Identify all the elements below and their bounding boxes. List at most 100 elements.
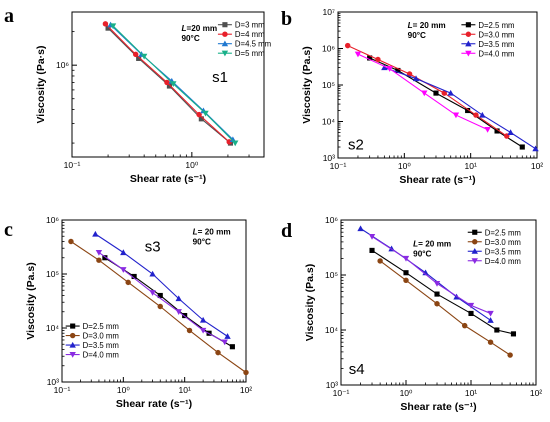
y-tick-label: 10⁵ (322, 80, 335, 90)
series-line (371, 249, 514, 335)
y-axis-title: Viscosity (Pa.s) (301, 46, 313, 123)
annotation-text: 90°C (408, 31, 426, 40)
sample-label: s1 (212, 69, 228, 86)
data-point (381, 64, 388, 71)
annotation-text: L= 20 mm (413, 239, 451, 248)
annotation-text: 90°C (193, 238, 211, 247)
data-point (354, 51, 362, 58)
panel-letter: c (4, 219, 13, 241)
legend-marker (472, 229, 478, 235)
data-point (375, 56, 381, 63)
legend-label: D=3.0 mm (485, 238, 521, 247)
panel-c: c 10⁻¹ 10⁰ 10¹ 10² 10³ 10⁴ 10⁵ 10⁶ Shear rate (s⁻… (4, 215, 252, 410)
data-point (441, 90, 447, 96)
data-point (433, 90, 439, 96)
legend-marker (69, 332, 76, 339)
data-point (433, 280, 441, 287)
data-point (166, 83, 172, 89)
series-line (98, 252, 225, 343)
y-tick-label: 10⁴ (325, 325, 338, 335)
data-point (182, 312, 188, 319)
series (68, 238, 249, 376)
data-point (434, 291, 440, 297)
x-axis-title: Shear rate (s⁻¹) (400, 401, 476, 413)
data-point (120, 267, 127, 273)
y-tick-label: 10⁶ (325, 215, 338, 225)
data-point (468, 310, 474, 317)
data-point (507, 129, 514, 136)
annotation-text: L= 20 mm (193, 228, 231, 237)
data-point (473, 112, 479, 118)
y-axis-title: Viscosity (Pa.s) (304, 264, 316, 341)
legend-marker (222, 22, 228, 28)
series (354, 51, 491, 133)
x-axis-title: Shear rate (s⁻¹) (399, 174, 475, 186)
series-line (369, 57, 523, 148)
data-point (447, 89, 454, 96)
plot-frame (71, 11, 265, 158)
legend-label: D=4.0 mm (83, 351, 119, 360)
x-axis-title: Shear rate (s⁻¹) (116, 398, 192, 410)
legend-marker (70, 323, 76, 329)
data-point (357, 225, 364, 232)
legend-label: D=4.0 mm (478, 49, 514, 58)
data-point (487, 310, 494, 317)
panel-letter: d (281, 220, 292, 242)
y-tick-label: 10³ (326, 380, 338, 390)
legend-label: D=3 mm (235, 21, 265, 30)
data-point (412, 75, 420, 82)
data-point (221, 339, 228, 346)
data-point (367, 55, 373, 61)
legend-marker (222, 31, 228, 37)
series-line (379, 260, 511, 356)
data-point (125, 279, 131, 286)
data-point (344, 42, 351, 49)
annotation-rest: = 20 mm (413, 21, 446, 30)
data-point (422, 269, 429, 276)
annotation-rest: = 20 mm (418, 239, 451, 248)
legend-label: D=2.5 mm (485, 228, 521, 237)
data-point (494, 128, 500, 134)
data-point (199, 327, 207, 334)
legend-marker (69, 352, 76, 358)
data-point (149, 290, 156, 296)
y-axis-title: Viscosity (Pa·s) (35, 45, 47, 123)
series (102, 21, 232, 145)
x-axis-title: Shear rate (s⁻¹) (130, 173, 206, 185)
data-point (403, 277, 409, 284)
data-point (102, 21, 109, 27)
y-tick-label: 10⁴ (46, 323, 59, 333)
x-tick-label: 10¹ (179, 385, 191, 395)
x-tick-label: 10⁻¹ (330, 161, 347, 171)
data-point (507, 352, 513, 358)
data-point (131, 273, 137, 280)
x-tick-label: 10⁰ (398, 161, 411, 171)
y-tick-label: 10⁵ (46, 269, 59, 279)
legend-marker (465, 50, 472, 57)
x-tick-label: 10⁰ (185, 160, 198, 170)
series (368, 233, 494, 317)
data-point (215, 349, 221, 356)
series (381, 64, 539, 152)
legend-marker (465, 31, 472, 37)
annotation-italic: L (408, 21, 413, 30)
panel-letter: b (281, 8, 292, 30)
data-point (136, 55, 142, 61)
panel-d: d 10⁻¹ 10⁰ 10¹ 10² 10³ 10⁴ 10⁵ 10⁶ Shear rate (s⁻… (281, 215, 542, 413)
legend-marker (472, 239, 478, 245)
series (95, 249, 228, 346)
data-point (402, 255, 410, 262)
data-point (157, 303, 163, 310)
legend-label: D=5 mm (235, 49, 265, 58)
annotation-text: 90°C (181, 34, 199, 43)
data-point (170, 81, 177, 88)
series (367, 55, 525, 150)
data-point (224, 333, 231, 339)
data-point (465, 107, 471, 114)
data-point (157, 292, 163, 299)
legend-marker (221, 50, 229, 57)
annotation-text: 90°C (413, 249, 431, 258)
data-point (109, 23, 117, 30)
series-line (384, 67, 536, 150)
